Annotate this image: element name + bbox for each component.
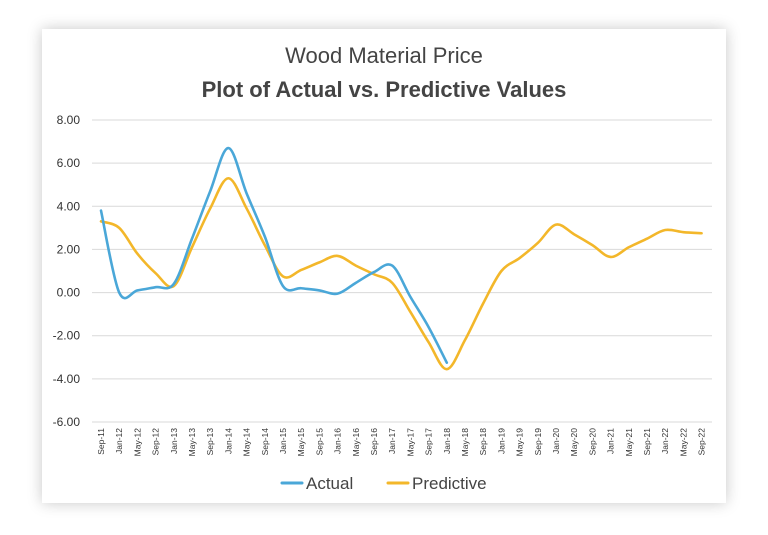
x-tick-label: May-15: [296, 428, 306, 457]
x-tick-label: Jan-14: [223, 428, 233, 454]
x-tick-label: Sep-17: [424, 428, 434, 456]
x-tick-label: Jan-13: [169, 428, 179, 454]
x-tick-label: Sep-20: [587, 428, 597, 456]
legend-label-actual: Actual: [306, 474, 353, 493]
x-tick-label: May-22: [678, 428, 688, 457]
x-tick-label: Sep-18: [478, 428, 488, 456]
y-tick-label: -6.00: [53, 415, 81, 429]
x-tick-label: Sep-12: [151, 428, 161, 456]
x-axis-ticks: Sep-11 Jan-12 May-12 Sep-12 Jan-13 May-13 Sep-…: [96, 428, 707, 457]
x-tick-label: May-13: [187, 428, 197, 457]
x-tick-label: May-12: [132, 428, 142, 457]
chart-card: Wood Material Price Plot of Actual vs. P…: [42, 29, 726, 503]
line-chart: Wood Material Price Plot of Actual vs. P…: [53, 43, 712, 493]
x-tick-label: Jan-22: [660, 428, 670, 454]
x-tick-label: Sep-19: [533, 428, 543, 456]
x-tick-label: Sep-14: [260, 428, 270, 456]
x-tick-label: Sep-11: [96, 428, 106, 455]
x-tick-label: Jan-17: [387, 428, 397, 454]
series-lines: [99, 146, 703, 371]
x-tick-label: Jan-20: [551, 428, 561, 454]
y-tick-label: 6.00: [57, 156, 81, 170]
x-tick-label: Sep-21: [642, 428, 652, 456]
y-tick-label: 4.00: [57, 199, 81, 213]
x-tick-label: May-17: [405, 428, 415, 457]
legend: Actual Predictive: [280, 474, 487, 493]
chart-title: Wood Material Price: [285, 43, 483, 68]
x-tick-label: Jan-12: [114, 428, 124, 454]
x-tick-label: May-21: [624, 428, 634, 457]
x-tick-label: Sep-15: [314, 428, 324, 456]
x-tick-label: Jan-21: [606, 428, 616, 454]
x-tick-label: Jan-16: [333, 428, 343, 454]
x-tick-label: May-19: [515, 428, 525, 457]
y-tick-label: -4.00: [53, 372, 81, 386]
x-tick-label: Sep-22: [697, 428, 707, 456]
x-tick-label: May-16: [351, 428, 361, 457]
gridlines: [92, 119, 712, 423]
y-tick-label: 0.00: [57, 286, 81, 300]
chart-subtitle: Plot of Actual vs. Predictive Values: [202, 77, 567, 102]
legend-label-predictive: Predictive: [412, 474, 487, 493]
series-line-actual: [99, 146, 449, 364]
series-line-predictive: [99, 176, 703, 371]
x-tick-label: Jan-18: [442, 428, 452, 454]
x-tick-label: May-14: [242, 428, 252, 457]
y-tick-label: -2.00: [53, 329, 81, 343]
x-tick-label: Jan-15: [278, 428, 288, 454]
y-tick-label: 8.00: [57, 113, 81, 127]
x-tick-label: Sep-16: [369, 428, 379, 456]
x-tick-label: Sep-13: [205, 428, 215, 456]
y-axis-ticks: 8.00 6.00 4.00 2.00 0.00 -2.00 -4.00 -6.00: [53, 113, 81, 429]
y-tick-label: 2.00: [57, 242, 81, 256]
x-tick-label: May-20: [569, 428, 579, 457]
x-tick-label: May-18: [460, 428, 470, 457]
x-tick-label: Jan-19: [496, 428, 506, 454]
